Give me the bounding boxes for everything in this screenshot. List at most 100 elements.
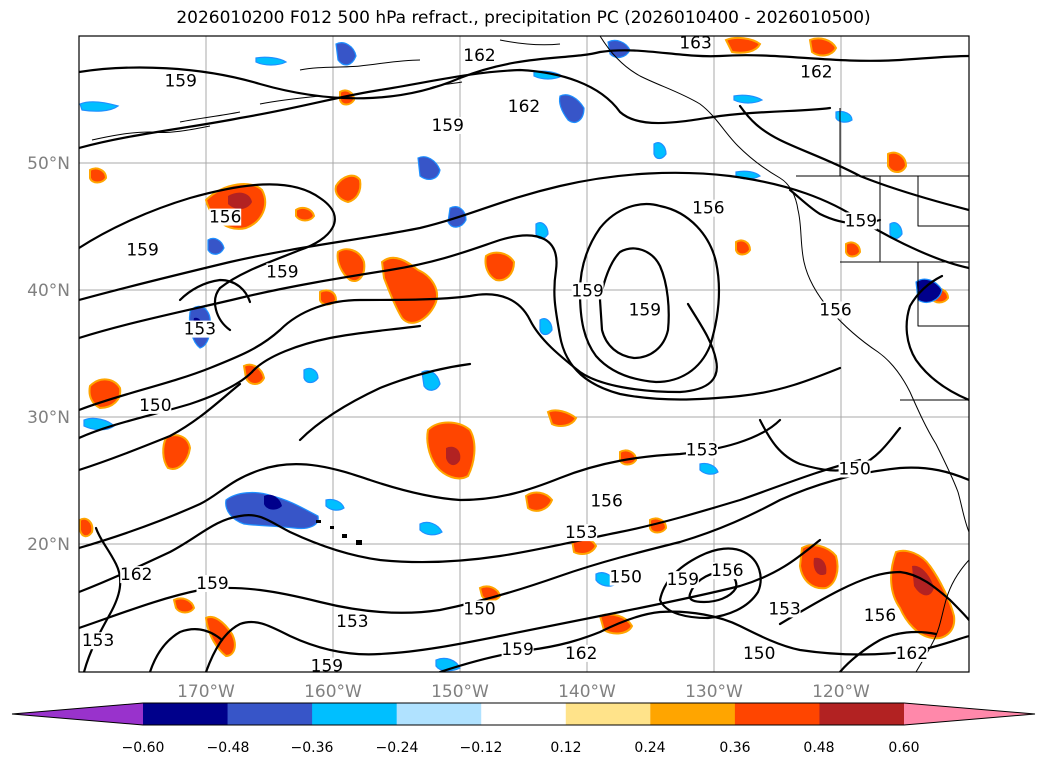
colorbar-outline xyxy=(11,702,1036,726)
contour-label: 159 xyxy=(196,574,228,594)
colorbar-segment xyxy=(565,703,651,725)
contour-label-halo xyxy=(819,301,852,319)
lat-label: 20°N xyxy=(27,535,70,555)
colorbar-tick-label: 0.12 xyxy=(550,740,581,756)
colorbar-tick-label: −0.12 xyxy=(460,740,503,756)
contour-label: 150 xyxy=(463,599,495,619)
latitude-labels: 50°N 40°N 30°N 20°N xyxy=(27,154,70,555)
contour-label-halo xyxy=(895,644,928,662)
contour-label-halo xyxy=(711,562,744,580)
colorbar-segment xyxy=(143,703,229,725)
colorbar-tick-label: 0.60 xyxy=(888,740,919,756)
colorbar-segment xyxy=(396,703,482,725)
contour-label-halo xyxy=(139,396,172,414)
contour-label-halo xyxy=(164,72,197,90)
contour-label: 159 xyxy=(667,570,699,590)
contour-label: 153 xyxy=(184,320,216,340)
contour-label-halo xyxy=(571,282,604,300)
contour-label-halo xyxy=(768,600,801,618)
contour-label: 150 xyxy=(838,460,870,480)
contour-label-halo xyxy=(565,524,598,542)
contour-label-halo xyxy=(508,98,540,115)
contour-label-halo xyxy=(310,657,343,672)
graticule xyxy=(79,36,969,672)
contour-label-halo xyxy=(463,47,496,65)
contour-label: 153 xyxy=(565,523,597,543)
contour-label: 153 xyxy=(82,631,114,651)
contour-label: 159 xyxy=(164,72,196,92)
contour-label: 156 xyxy=(692,199,724,219)
contour-label: 162 xyxy=(508,97,540,117)
contour-label: 159 xyxy=(501,640,533,660)
contour-label: 162 xyxy=(120,565,152,585)
contour-label-halo xyxy=(628,301,661,319)
contour-label-halo xyxy=(864,606,896,624)
colorbar-tick-label: −0.60 xyxy=(122,740,165,756)
contour-label-halo xyxy=(800,63,833,81)
contour-label-halo xyxy=(266,263,299,281)
contour-label-halo xyxy=(126,241,159,259)
colorbar-extend-high xyxy=(904,703,1035,725)
contour-label: 153 xyxy=(686,440,718,460)
contour-label: 159 xyxy=(629,301,661,321)
contour-label-halo xyxy=(501,641,534,659)
lon-label: 150°W xyxy=(431,682,489,702)
colorbar-tick-label: 0.36 xyxy=(719,740,750,756)
contour-label: 159 xyxy=(431,116,463,136)
contour-label: 159 xyxy=(845,211,877,231)
precip-negative-areas xyxy=(79,39,943,672)
contour-label: 162 xyxy=(463,46,495,66)
lat-label: 30°N xyxy=(27,408,70,428)
contour-label: 156 xyxy=(590,491,622,511)
colorbar-segment xyxy=(227,703,313,725)
lat-label: 50°N xyxy=(27,154,70,174)
contour-label-halo xyxy=(120,566,153,584)
hawaii-islands xyxy=(316,520,362,545)
contour-label: 150 xyxy=(139,396,171,416)
colorbar-tick-label: −0.24 xyxy=(376,740,419,756)
contour-label: 150 xyxy=(609,568,641,588)
lon-label: 170°W xyxy=(177,682,235,702)
lon-label: 120°W xyxy=(812,682,870,702)
contour-label-halo xyxy=(431,117,464,134)
contour-label-halo xyxy=(679,36,712,52)
contour-label: 162 xyxy=(896,644,928,664)
contour-label: 159 xyxy=(571,281,603,301)
lon-label: 130°W xyxy=(685,682,743,702)
contour-label-halo xyxy=(209,208,242,226)
contour-label-halo xyxy=(666,571,699,589)
contour-label-halo xyxy=(590,492,623,510)
contour-label-halo xyxy=(743,644,776,662)
colorbar-segment xyxy=(650,703,736,725)
contour-label-halo xyxy=(565,644,598,662)
plot-title: 2026010200 F012 500 hPa refract., precip… xyxy=(176,8,871,28)
colorbar-segment xyxy=(819,703,905,725)
contour-label: 159 xyxy=(266,262,298,282)
colorbar: −0.60 −0.48 −0.36 −0.24 −0.12 0.12 0.24 … xyxy=(11,702,1036,756)
colorbar-segments xyxy=(143,703,905,725)
map-frame xyxy=(78,35,970,673)
colorbar-tick-label: −0.48 xyxy=(207,740,250,756)
colorbar-ticks: −0.60 −0.48 −0.36 −0.24 −0.12 0.12 0.24 … xyxy=(122,740,920,756)
contour-label: 156 xyxy=(819,301,851,321)
lon-label: 140°W xyxy=(558,682,616,702)
colorbar-tick-label: 0.24 xyxy=(634,740,665,756)
colorbar-segment xyxy=(481,703,567,725)
contour-label: 156 xyxy=(864,606,896,626)
refractivity-contours xyxy=(79,49,969,672)
contour-label-halo xyxy=(336,613,369,631)
contour-label: 150 xyxy=(743,644,775,664)
contour-label-halo xyxy=(844,212,877,230)
contour-label: 156 xyxy=(209,208,241,228)
precip-positive-areas xyxy=(79,36,956,658)
contour-label: 156 xyxy=(711,561,743,581)
contour-label-halo xyxy=(82,632,115,650)
contour-label: 162 xyxy=(800,63,832,83)
contour-label-halo xyxy=(196,575,229,592)
contour-label: 153 xyxy=(768,599,800,619)
contour-label: 162 xyxy=(565,644,597,664)
contour-label: 153 xyxy=(336,612,368,632)
contour-label-halo xyxy=(463,600,496,618)
contour-label-halo xyxy=(838,460,871,478)
